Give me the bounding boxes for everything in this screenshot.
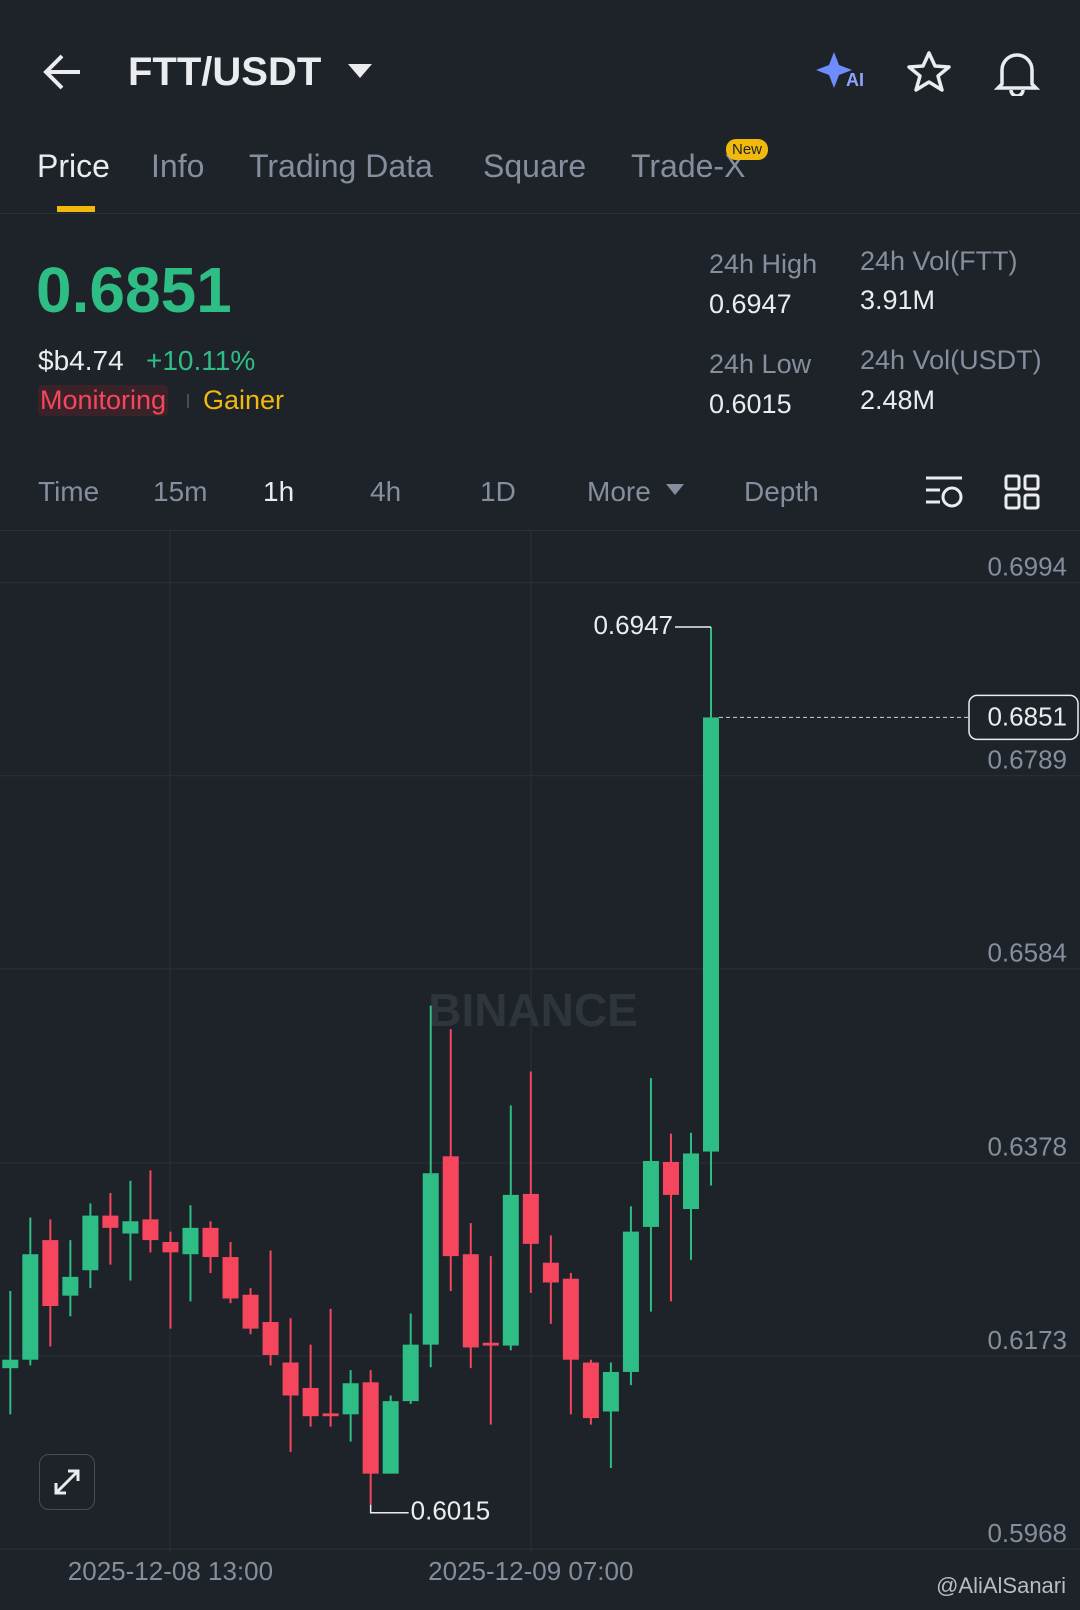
candle-body [262,1322,279,1355]
candle-body [102,1215,119,1228]
y-tick-label: 0.6173 [987,1325,1067,1355]
candle-body [142,1219,159,1241]
candle-body [342,1383,359,1415]
candle-body [582,1362,599,1419]
stat-label: 24h Vol(USDT) [860,345,1042,375]
last-price: 0.6851 [36,254,232,326]
candle-body [682,1153,699,1210]
interval[interactable]: 1D [480,476,516,507]
candle-body [622,1231,639,1372]
low-marker-line [369,1504,409,1514]
candle-body [402,1344,419,1402]
tab-indicator [57,206,95,212]
more-icon[interactable] [666,484,684,496]
candle-body [242,1294,259,1329]
interval[interactable]: 1h [263,476,295,507]
interval[interactable]: Time [38,476,100,507]
candle-body [302,1387,319,1417]
stat-label: 24h High [709,249,818,279]
stat-label: 24h Low [709,349,812,379]
candle-body [422,1173,439,1345]
svg-text:AI: AI [846,70,864,90]
interval[interactable]: 15m [153,476,208,507]
interval[interactable]: More [587,476,651,507]
candle-body [122,1221,139,1234]
y-tick-label: 0.6378 [987,1132,1067,1162]
back-button[interactable] [40,52,84,92]
candle-body [282,1362,299,1396]
y-tick-label: 0.6994 [987,552,1067,582]
stat-label: 24h Vol(FTT) [860,246,1018,276]
expand-button[interactable] [39,1454,95,1510]
stat-value: 3.91M [860,285,936,315]
candle-body [703,717,719,1152]
price-change: +10.11% [146,345,256,376]
interval[interactable]: 4h [370,476,402,507]
candle-body [482,1342,499,1346]
candle-body [82,1215,99,1271]
stat-value: 0.6947 [709,289,792,319]
candle-body [62,1276,79,1296]
candle-body [642,1160,659,1227]
candle-body [362,1382,379,1474]
candle-body [602,1371,619,1412]
indicator-icon[interactable] [924,474,964,510]
tag-gainer[interactable]: Gainer [203,385,285,415]
y-tick-label: 0.6584 [987,938,1067,968]
candle-body [542,1262,559,1283]
tag-separator [187,394,189,408]
candle-body [222,1257,239,1299]
candle-body [22,1254,39,1360]
low-marker-label: 0.6015 [411,1496,491,1526]
candle-body [162,1241,179,1253]
tab[interactable]: Info [151,148,205,184]
ai-icon[interactable]: AI [816,48,866,92]
candle-body [502,1194,519,1346]
tab[interactable]: Square [483,148,587,184]
y-tick-label: 0.6789 [987,745,1067,775]
dropdown-icon[interactable] [348,64,372,80]
watermark: BINANCE [428,984,638,1036]
y-tick-label: 0.5968 [987,1518,1067,1548]
pair-title[interactable]: FTT/USDT [128,50,322,94]
candle-body [322,1413,339,1417]
last-price-label: 0.6851 [987,701,1067,731]
favorite-star[interactable] [906,50,952,94]
candle-body [562,1278,579,1360]
stat-value: 2.48M [860,385,936,415]
candle-body [382,1401,399,1474]
tab[interactable]: Trading Data [249,148,433,184]
candle-body [2,1359,19,1369]
candle-body [662,1161,679,1195]
tab[interactable]: Price [37,148,110,184]
credit: @AliAlSanari [936,1573,1066,1598]
alert-bell[interactable] [994,48,1040,96]
tab[interactable]: Trade-X [631,148,746,184]
candle-body [462,1254,479,1348]
new-badge: New [726,139,769,160]
last-price-box [968,694,1079,741]
divider [0,213,1080,214]
stat-value: 0.6015 [709,389,792,419]
fiat-price: $b4.74 [38,345,124,376]
high-marker-label: 0.6947 [593,610,673,640]
x-tick-label: 2025-12-09 07:00 [428,1556,633,1586]
divider [0,530,1080,531]
tag-monitoring[interactable]: Monitoring [38,385,169,416]
candle-body [522,1193,539,1244]
candle-body [182,1227,199,1255]
x-tick-label: 2025-12-08 13:00 [68,1556,273,1586]
layout-icon[interactable] [1004,474,1040,510]
candle-body [442,1156,459,1257]
candle-body [202,1227,219,1258]
candle-body [42,1240,59,1307]
interval[interactable]: Depth [744,476,819,507]
